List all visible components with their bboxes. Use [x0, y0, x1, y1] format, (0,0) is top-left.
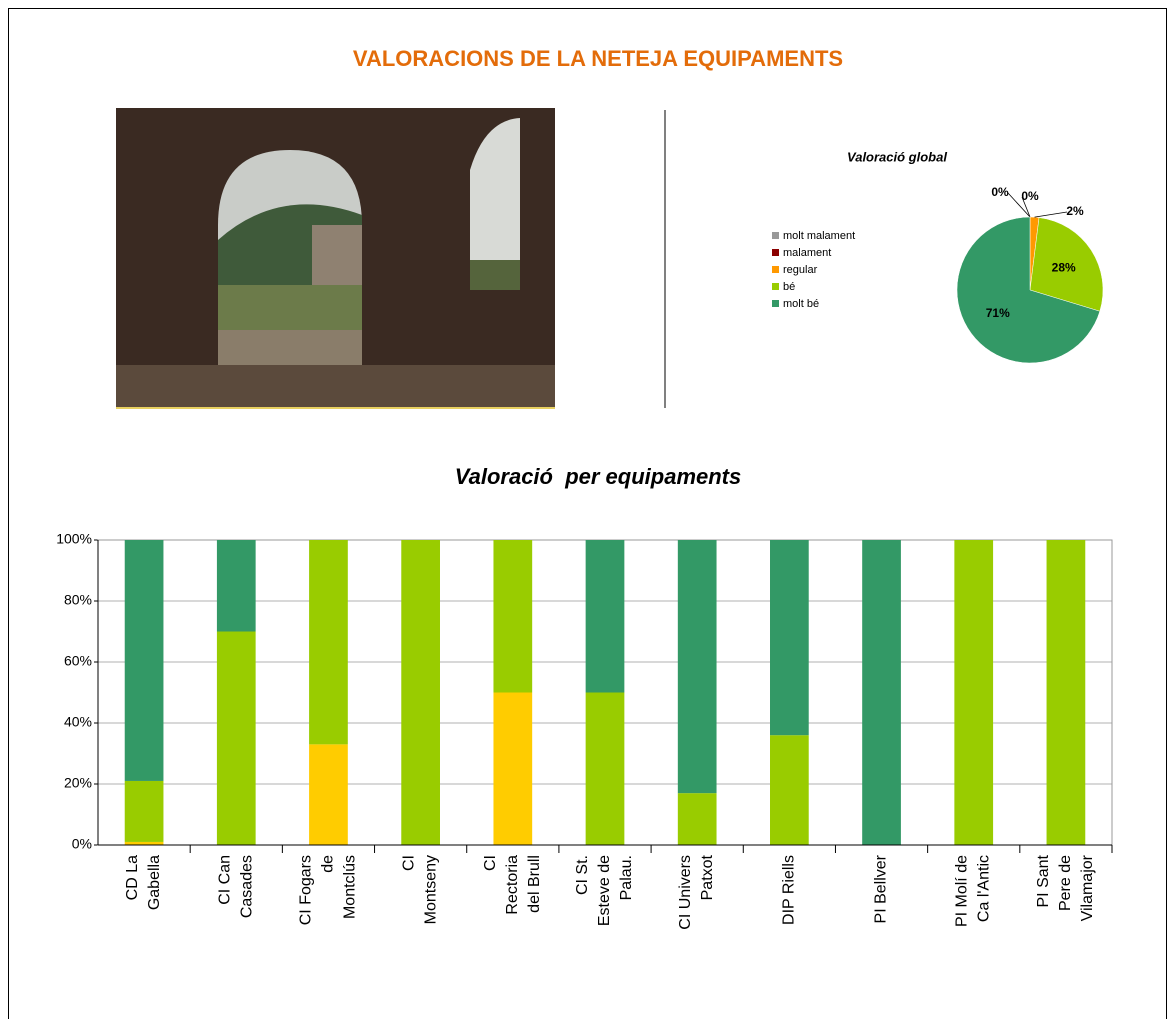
bar-segment	[124, 780, 164, 842]
bar-segment	[493, 692, 533, 845]
bar-segment	[677, 793, 717, 845]
legend-swatch	[772, 232, 779, 239]
bar-segment	[309, 744, 348, 845]
y-tick-label: 40%	[64, 714, 92, 730]
page-border	[8, 8, 1167, 1019]
x-tick-label: CI Montseny	[401, 855, 440, 924]
bar-segment	[770, 540, 809, 736]
photo	[116, 108, 555, 409]
bar-segment	[216, 540, 256, 632]
x-tick-label: CD La Gabella	[124, 855, 163, 910]
x-tick-label-line: de	[320, 855, 337, 873]
x-tick-label-line: CI Univers	[677, 855, 694, 930]
leader-line	[1007, 192, 1031, 218]
y-tick-label: 60%	[64, 653, 92, 669]
bar-segment	[677, 540, 717, 794]
pie-value-label: 2%	[1066, 204, 1084, 218]
leader-line	[1034, 211, 1068, 218]
x-tick-label-line: CD La	[124, 855, 141, 900]
x-tick-label-line: CI	[482, 855, 499, 871]
x-tick-label-line: Vilamajor	[1079, 854, 1096, 921]
x-tick-label-line: Gabella	[146, 855, 163, 910]
pie-slice	[956, 216, 1101, 364]
x-tick-label-line: del Brull	[526, 855, 543, 913]
legend-swatch	[772, 283, 779, 290]
x-tick-label-line: Montseny	[423, 855, 440, 924]
x-tick-label-line: Montclús	[342, 855, 359, 919]
x-tick-label: PI Sant Pere de Vilamajor	[1035, 854, 1096, 921]
legend-label: bé	[783, 281, 795, 293]
bar-segment	[585, 692, 625, 845]
x-tick-label-line: Palau.	[618, 855, 635, 900]
x-tick-label-line: PI Molí de	[954, 855, 971, 927]
bar-segment	[770, 735, 809, 845]
bar-segment	[309, 540, 348, 745]
y-tick-label: 100%	[56, 531, 92, 547]
pie-slice	[1029, 217, 1104, 312]
y-tick-label: 20%	[64, 775, 92, 791]
bar-segment	[1046, 540, 1086, 845]
bar-segment	[862, 540, 901, 845]
x-tick-label-line: PI Bellver	[873, 854, 890, 923]
x-tick-label-line: Patxot	[699, 854, 716, 900]
legend-swatch	[772, 249, 779, 256]
x-tick-label-line: Pere de	[1057, 855, 1074, 911]
x-tick-label-line: CI	[401, 855, 418, 871]
x-tick-label-line: DIP Riells	[781, 855, 798, 925]
x-tick-label-line: CI Can	[216, 855, 233, 905]
legend-label: molt bé	[783, 298, 819, 310]
bar-segment	[585, 540, 625, 693]
bar-segment	[954, 540, 994, 845]
legend-swatch	[772, 266, 779, 273]
x-tick-label: CI St. Esteve de Palau.	[574, 855, 635, 926]
x-tick-label-line: Casades	[238, 855, 255, 918]
legend-label: malament	[783, 247, 831, 259]
x-tick-label-line: Ca l'Antic	[976, 855, 993, 922]
legend-label: molt malament	[783, 230, 855, 242]
bar-segment	[124, 540, 164, 781]
x-tick-label-line: Esteve de	[596, 855, 613, 926]
bar-segment	[401, 540, 440, 845]
x-tick-label: DIP Riells	[781, 855, 798, 925]
x-tick-label: PI Bellver	[873, 854, 890, 923]
x-tick-label: CI Univers Patxot	[677, 854, 716, 929]
pie-title: Valoració global	[847, 149, 947, 164]
x-tick-label-line: CI St.	[574, 855, 591, 895]
page-title: VALORACIONS DE LA NETEJA EQUIPAMENTS	[353, 46, 843, 71]
x-tick-label: CI Rectoria del Brull	[482, 855, 543, 915]
chart-title: Valoració per equipaments	[455, 464, 742, 489]
x-tick-label: CI Can Casades	[216, 855, 255, 918]
bar-segment	[216, 631, 256, 845]
y-tick-label: 0%	[72, 836, 92, 852]
bar-segment	[124, 841, 164, 845]
pie-value-label: 28%	[1052, 260, 1076, 274]
x-tick-label-line: PI Sant	[1035, 854, 1052, 907]
pie-value-label: 0%	[991, 185, 1009, 199]
x-tick-label: PI Molí de Ca l'Antic	[954, 855, 993, 927]
pie-value-label: 71%	[986, 306, 1010, 320]
bar-segment	[493, 540, 533, 693]
x-tick-label: CI Fogars de Montclús	[298, 855, 359, 925]
x-tick-label-line: CI Fogars	[298, 855, 315, 925]
legend-label: regular	[783, 264, 818, 276]
pie-value-label: 0%	[1021, 189, 1039, 203]
legend-swatch	[772, 300, 779, 307]
leader-line	[1021, 196, 1031, 218]
y-tick-label: 80%	[64, 592, 92, 608]
x-tick-label-line: Rectoria	[504, 855, 521, 915]
